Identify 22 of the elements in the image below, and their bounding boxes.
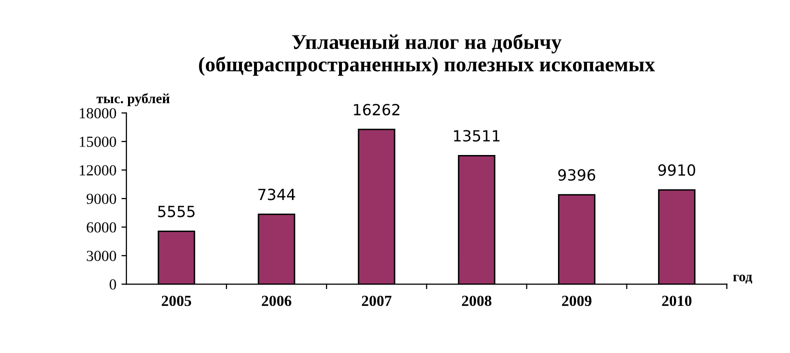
x-tick-label: 2007	[362, 296, 392, 306]
x-axis-title: год	[733, 274, 752, 284]
x-tick-label: 2008	[462, 296, 492, 306]
x-tick-label: 2010	[662, 296, 692, 306]
x-tick-label: 2006	[262, 296, 292, 306]
y-tick-label: 9000	[86, 194, 116, 204]
x-tick-label: 2009	[562, 296, 592, 306]
y-tick-label: 3000	[86, 250, 116, 262]
y-tick-label: 15000	[80, 136, 116, 147]
data-label: 16262	[354, 104, 400, 116]
y-tick-label: 12000	[80, 165, 116, 176]
data-label: 5555	[158, 206, 195, 218]
y-tick-label: 0	[110, 279, 116, 290]
y-axis-title: тыс. рублей	[96, 93, 170, 106]
data-label: 7344	[258, 188, 296, 200]
data-label: 9910	[658, 164, 696, 176]
x-tick-label: 2005	[162, 296, 192, 306]
y-tick-label: 6000	[86, 222, 116, 233]
data-label: 13511	[454, 130, 500, 142]
data-label: 9396	[558, 169, 596, 181]
y-tick-label: 18000	[80, 108, 116, 118]
chart-title: Уплаченый налог на добычу (общераспространенных) полезных ископаемых	[199, 34, 655, 76]
